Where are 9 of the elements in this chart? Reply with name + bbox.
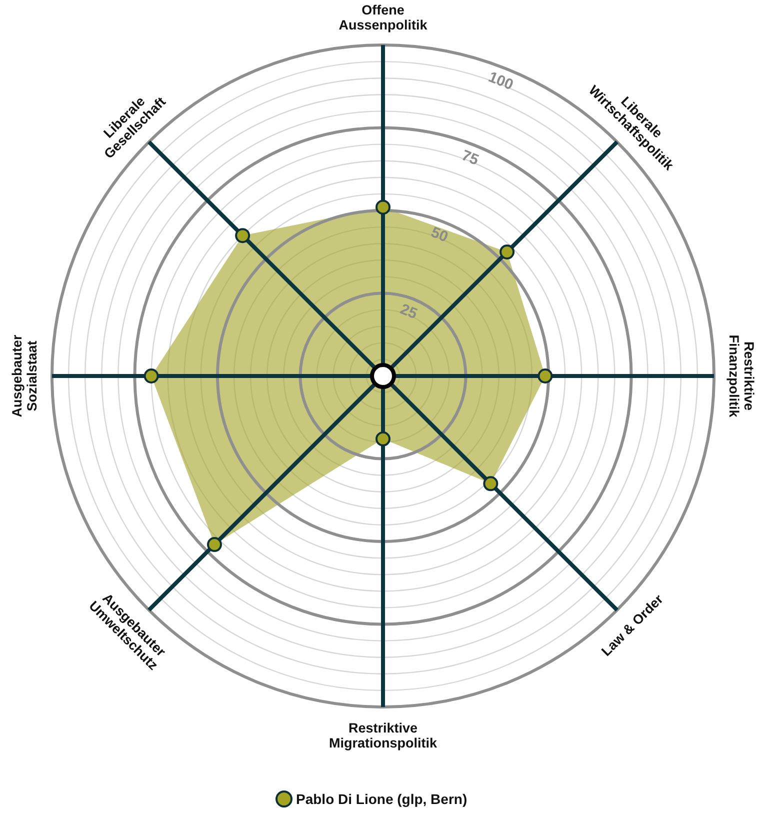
spoke-label: Ausgebauter Sozialstaat [10, 334, 40, 418]
y-tick-label: 100 [486, 68, 516, 94]
spoke-label: Restriktive Migrationspolitik [329, 720, 438, 750]
legend-label: Pablo Di Lione (glp, Bern) [296, 791, 468, 807]
y-tick-label: 75 [459, 146, 482, 169]
y-tick-label: 50 [428, 224, 450, 246]
y-tick-label: 25 [398, 300, 420, 323]
spoke-label: Restriktive Finanzpolitik [726, 334, 756, 418]
spoke-label: Offene Aussenpolitik [338, 2, 428, 32]
